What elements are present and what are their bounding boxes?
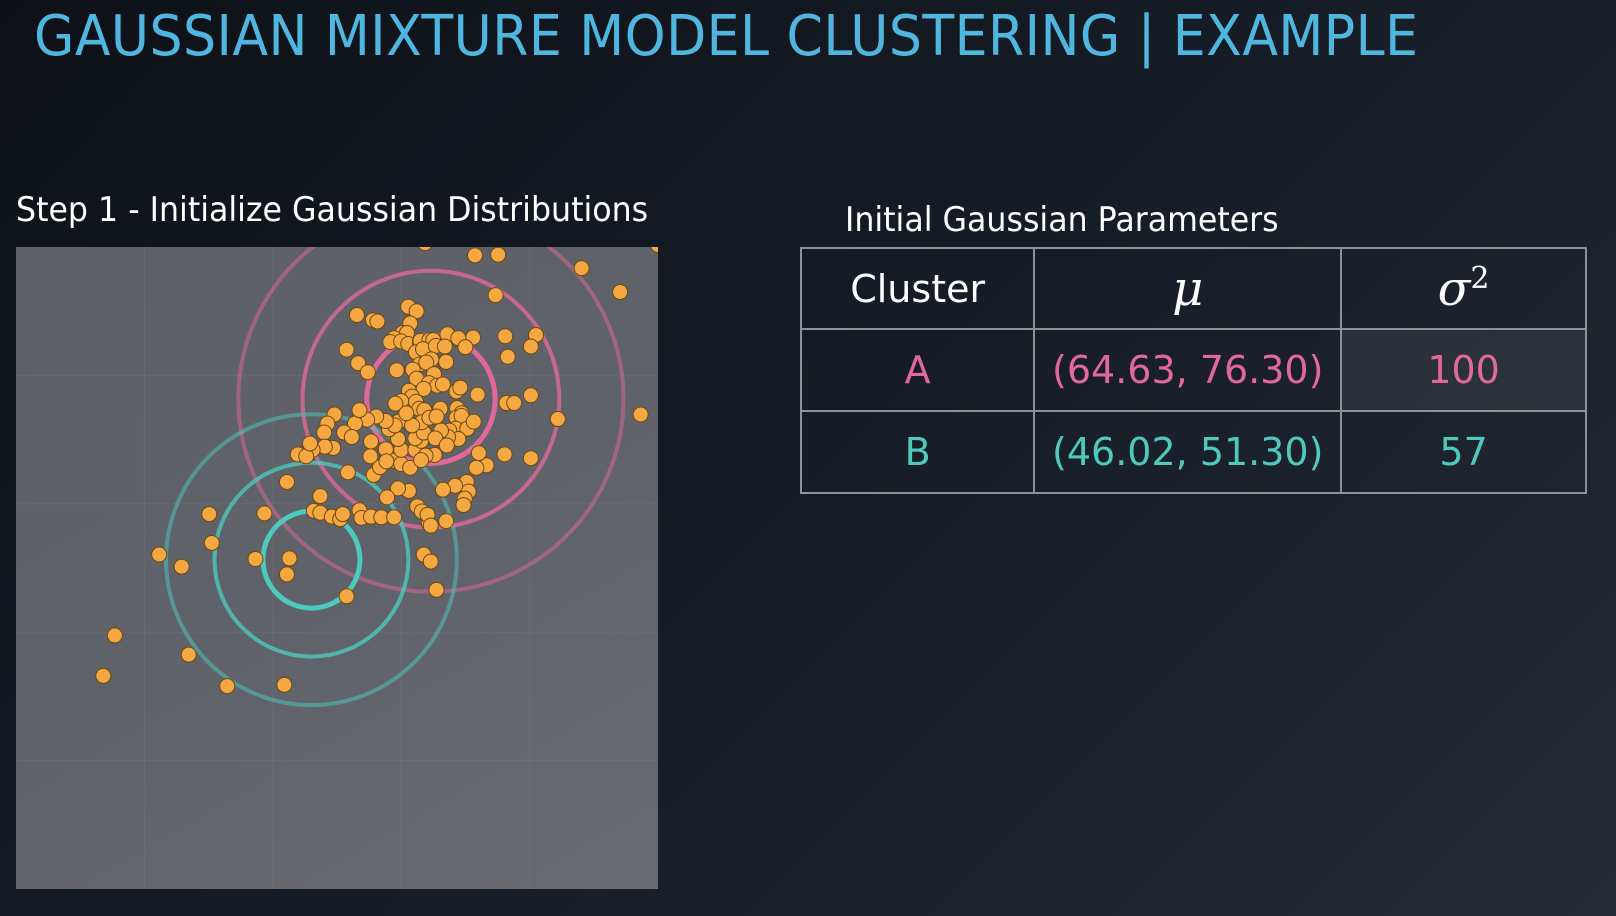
data-point — [203, 534, 220, 551]
data-point — [497, 328, 514, 345]
data-point — [452, 379, 469, 396]
data-point — [413, 452, 430, 469]
data-point — [302, 435, 319, 452]
gaussian-contours — [164, 247, 626, 708]
data-point — [106, 627, 123, 644]
cell-mu-a: (64.63, 76.30) — [1033, 328, 1343, 412]
data-point — [379, 489, 396, 506]
cell-variance-a: 100 — [1340, 328, 1587, 412]
data-point — [369, 313, 386, 330]
sigma-letter: σ — [1437, 260, 1471, 317]
data-point — [387, 395, 404, 412]
data-point — [334, 506, 351, 523]
data-point — [496, 446, 513, 463]
data-point — [276, 676, 293, 693]
data-point — [422, 553, 439, 570]
data-point — [455, 497, 472, 514]
data-point — [338, 341, 355, 358]
data-point — [470, 445, 487, 462]
sigma-symbol: σ2 — [1438, 261, 1490, 317]
data-point — [422, 517, 439, 534]
header-mu: μ — [1033, 247, 1343, 330]
data-point — [247, 551, 264, 568]
data-point — [487, 287, 504, 304]
data-point — [549, 411, 566, 428]
data-point — [428, 581, 445, 598]
cell-variance-b: 57 — [1340, 410, 1587, 494]
data-point — [468, 459, 485, 476]
sigma-exponent: 2 — [1470, 260, 1490, 296]
parameters-table: Cluster μ σ2 A (64.63, 76.30) 100 B (46.… — [799, 247, 1587, 494]
data-point — [612, 283, 629, 300]
data-point — [469, 386, 486, 403]
data-point — [95, 667, 112, 684]
data-point — [438, 437, 455, 454]
data-point — [573, 260, 590, 277]
data-point — [427, 430, 444, 447]
step-title: Step 1 - Initialize Gaussian Distributio… — [16, 190, 649, 230]
data-point — [362, 448, 379, 465]
page-title: GAUSSIAN MIXTURE MODEL CLUSTERING | EXAM… — [34, 4, 1419, 69]
data-point — [219, 678, 236, 695]
mu-symbol: μ — [1172, 260, 1204, 317]
data-point — [338, 588, 355, 605]
data-point — [457, 339, 474, 356]
data-point — [438, 513, 455, 530]
data-point — [490, 247, 507, 263]
data-point — [522, 450, 539, 467]
data-point — [351, 402, 368, 419]
data-point — [388, 362, 405, 379]
data-point — [256, 505, 273, 522]
data-point — [312, 488, 329, 505]
data-point — [499, 348, 516, 365]
cell-cluster-b: B — [799, 410, 1036, 494]
data-point — [506, 395, 523, 412]
gaussian-contour-b-2sigma — [212, 460, 411, 659]
data-point — [398, 405, 415, 422]
data-point — [348, 307, 365, 324]
scatter-plot-canvas — [16, 247, 658, 889]
header-cluster: Cluster — [799, 247, 1036, 330]
scatter-plot — [16, 247, 658, 889]
data-point — [180, 646, 197, 663]
data-point — [316, 424, 333, 441]
data-point — [343, 429, 360, 446]
data-point — [389, 480, 406, 497]
data-point — [465, 413, 482, 430]
data-point — [428, 408, 445, 425]
data-point — [434, 376, 451, 393]
data-point — [417, 247, 432, 252]
table-row-cluster-a: A (64.63, 76.30) 100 — [799, 328, 1587, 412]
data-point — [650, 247, 658, 254]
data-point — [339, 464, 356, 481]
data-point — [201, 506, 218, 523]
data-points — [95, 247, 658, 695]
header-variance: σ2 — [1340, 247, 1587, 330]
data-point — [278, 566, 295, 583]
data-point — [438, 353, 455, 370]
data-point — [173, 558, 190, 575]
table-title: Initial Gaussian Parameters — [845, 200, 1279, 240]
data-point — [363, 433, 380, 450]
data-point — [278, 473, 295, 490]
data-point — [402, 459, 419, 476]
table-header-row: Cluster μ σ2 — [799, 247, 1587, 330]
data-point — [281, 550, 298, 567]
data-point — [434, 481, 451, 498]
data-point — [359, 364, 376, 381]
data-point — [418, 354, 435, 371]
data-point — [436, 338, 453, 355]
cell-mu-b: (46.02, 51.30) — [1033, 410, 1343, 494]
data-point — [151, 546, 168, 563]
data-point — [632, 406, 649, 423]
data-point — [522, 338, 539, 355]
data-point — [386, 509, 403, 526]
data-point — [378, 453, 395, 470]
data-point — [522, 387, 539, 404]
data-point — [467, 247, 484, 264]
gaussian-contour-b-3sigma — [164, 412, 459, 708]
cell-cluster-a: A — [799, 328, 1036, 412]
table-row-cluster-b: B (46.02, 51.30) 57 — [799, 410, 1587, 494]
